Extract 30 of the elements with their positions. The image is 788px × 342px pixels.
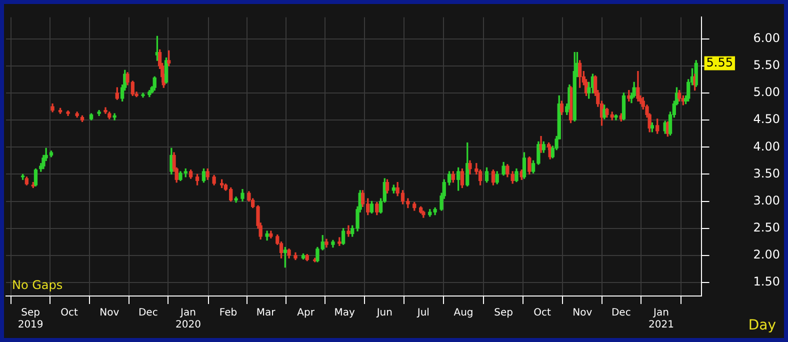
y-tick-label: 4.00 [753,139,780,154]
y-tick-label: 3.50 [753,166,780,180]
x-tick-label: Apr [297,308,316,319]
x-tick-label: Jul [416,308,430,319]
annotation: No Gaps [12,278,63,292]
y-tick-label: 2.50 [753,220,780,234]
x-tick-label: Dec [138,308,158,319]
y-tick-label: 2.00 [753,248,780,262]
x-tick-label: Oct [534,308,552,319]
y-tick-label: 5.00 [753,85,780,100]
x-tick-label: May [334,308,356,319]
x-tick-label: Nov [572,308,592,319]
y-tick-label: 4.50 [753,112,780,126]
y-tick-label: 6.00 [753,30,780,45]
x-tick-label: Dec [611,308,631,319]
x-tick-label: Jun [376,308,392,319]
text: Day [748,318,776,334]
x-tick-label: Jan 2021 [648,308,674,331]
y-tick-label: 5.50 [753,58,780,72]
x-tick-label: Nov [100,308,120,319]
x-tick-label: Oct [60,308,78,319]
x-tick-label: Mar [256,308,276,319]
x-tick-label: Aug [454,308,474,319]
x-tick-label: Sep 2019 [18,308,44,331]
y-tick-label: 3.00 [753,193,780,208]
x-tick-label: Jan 2020 [175,308,201,331]
x-tick-label: Feb [219,308,238,319]
y-tick-label: 1.50 [753,274,780,289]
x-tick-label: Sep [494,308,513,319]
annotation: 5.55 [706,55,733,70]
